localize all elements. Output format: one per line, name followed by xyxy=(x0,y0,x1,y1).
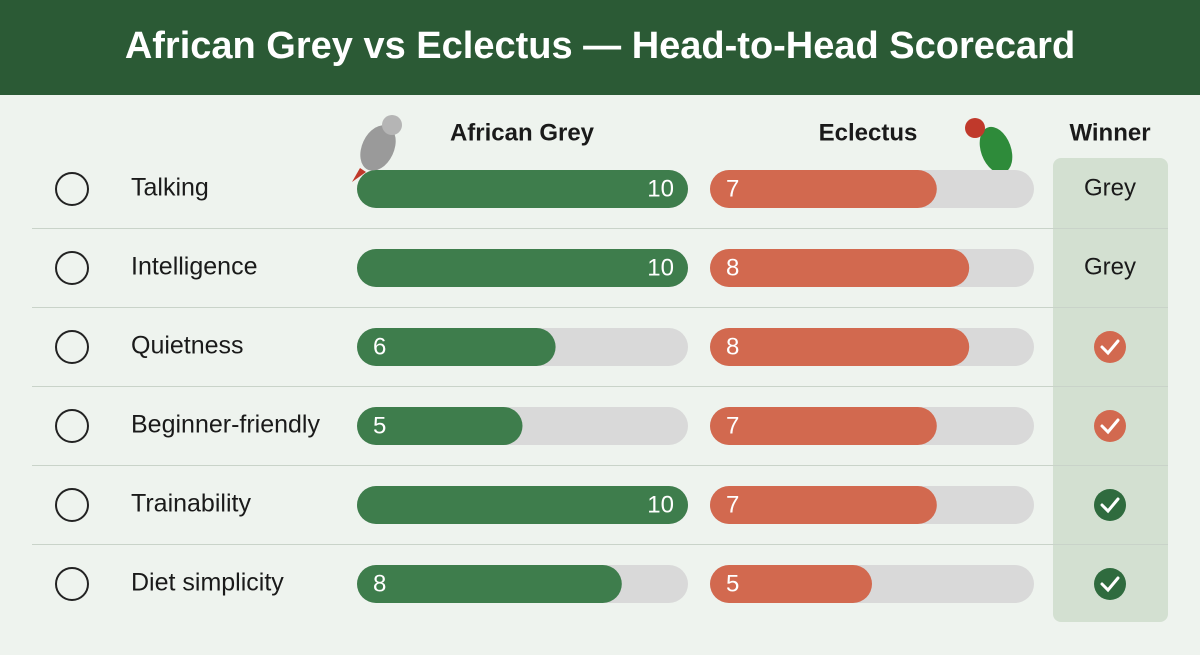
value-label: 8 xyxy=(726,254,739,281)
title: African Grey vs Eclectus — Head-to-Head … xyxy=(125,25,1075,67)
row-icon xyxy=(55,567,89,601)
bar xyxy=(357,170,688,208)
winner-label: Grey xyxy=(1084,253,1136,280)
bar xyxy=(710,170,937,208)
row-icon xyxy=(55,330,89,364)
row-label: Trainability xyxy=(131,490,251,518)
value-label: 8 xyxy=(373,570,386,597)
value-label: 7 xyxy=(726,412,739,439)
value-label: 7 xyxy=(726,175,739,202)
bar xyxy=(357,249,688,287)
row-icon xyxy=(55,172,89,206)
row-label: Beginner-friendly xyxy=(131,411,320,439)
series-header: African Grey xyxy=(450,119,595,146)
grey-parrot xyxy=(352,115,402,182)
winner-header: Winner xyxy=(1069,119,1150,146)
bar xyxy=(710,565,872,603)
row-label: Talking xyxy=(131,174,209,202)
bar xyxy=(357,328,556,366)
check-mark xyxy=(1100,418,1120,435)
check-mark xyxy=(1100,497,1120,514)
eclectus-parrot xyxy=(965,118,1013,174)
value-label: 10 xyxy=(647,175,674,202)
winner-label: Grey xyxy=(1084,174,1136,201)
bar xyxy=(710,249,970,287)
winner-check xyxy=(1094,568,1126,600)
winner-check xyxy=(1094,331,1126,363)
check-mark xyxy=(1100,576,1120,593)
value-label: 6 xyxy=(373,333,386,360)
winner-check xyxy=(1094,489,1126,521)
row-icon xyxy=(55,251,89,285)
value-label: 8 xyxy=(726,333,739,360)
value-label: 5 xyxy=(373,412,386,439)
winner-check xyxy=(1094,410,1126,442)
bar xyxy=(357,565,622,603)
series-header: Eclectus xyxy=(819,119,918,146)
check-mark xyxy=(1100,339,1120,356)
value-label: 7 xyxy=(726,491,739,518)
value-label: 5 xyxy=(726,570,739,597)
bar xyxy=(710,328,970,366)
bar xyxy=(357,407,523,445)
row-icon xyxy=(55,409,89,443)
bar xyxy=(710,486,937,524)
winner-panel xyxy=(1053,158,1168,622)
row-label: Diet simplicity xyxy=(131,569,284,597)
bar xyxy=(710,407,937,445)
bar xyxy=(357,486,688,524)
header-band xyxy=(0,0,1200,95)
value-label: 10 xyxy=(647,254,674,281)
row-label: Quietness xyxy=(131,332,244,360)
value-label: 10 xyxy=(647,491,674,518)
row-icon xyxy=(55,488,89,522)
row-label: Intelligence xyxy=(131,253,257,281)
